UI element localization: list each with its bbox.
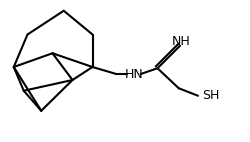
Text: SH: SH: [202, 89, 220, 102]
Text: HN: HN: [124, 67, 143, 81]
Text: NH: NH: [172, 35, 191, 48]
